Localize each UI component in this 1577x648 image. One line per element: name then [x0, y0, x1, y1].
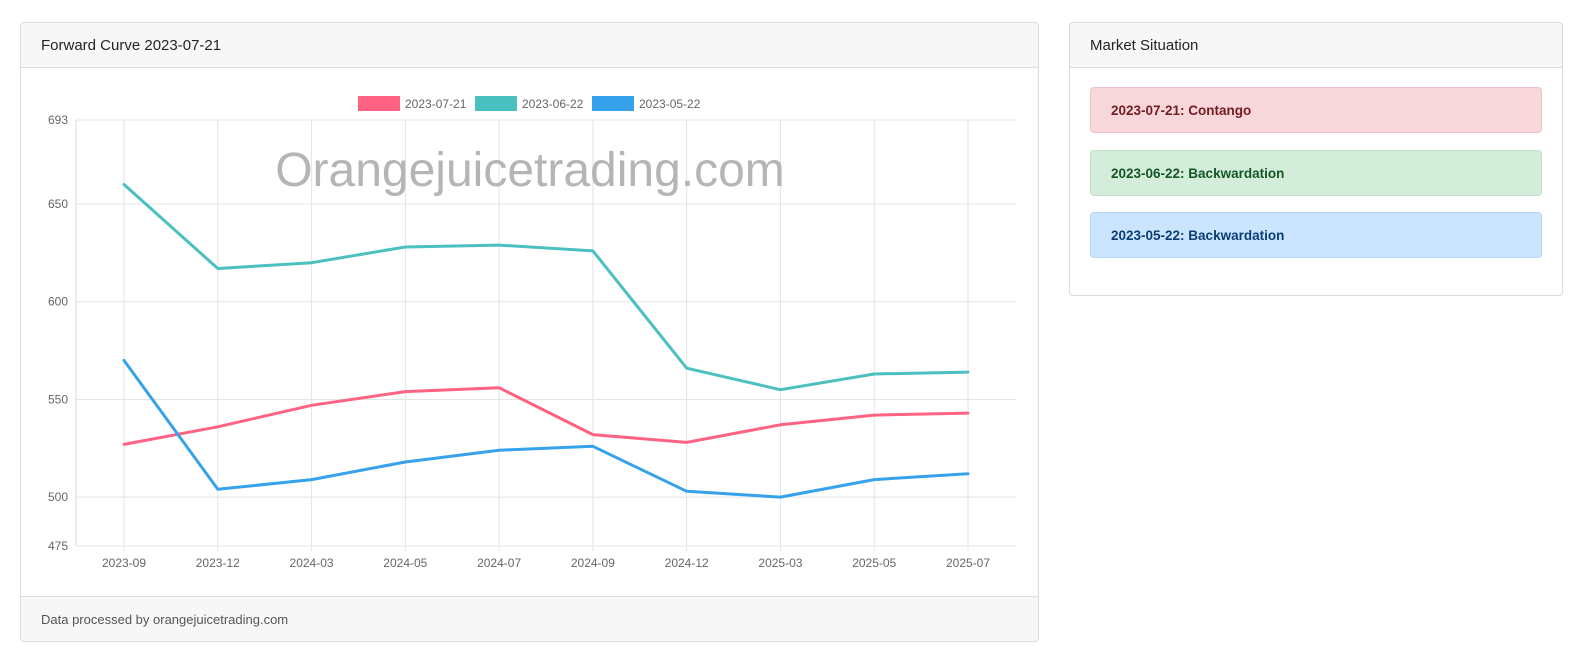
x-tick-label: 2025-05 [852, 556, 896, 570]
market-alert-text: 2023-07-21: Contango [1111, 102, 1252, 118]
market-alert-2023-05-22: 2023-05-22: Backwardation [1090, 212, 1542, 258]
y-tick-label: 550 [48, 392, 68, 406]
market-alert-2023-06-22: 2023-06-22: Backwardation [1090, 150, 1542, 196]
series-line-2023-05-22 [122, 358, 970, 499]
legend-label: 2023-06-22 [522, 97, 584, 111]
legend-label: 2023-07-21 [405, 97, 467, 111]
y-tick-label: 600 [48, 295, 68, 309]
x-tick-label: 2024-12 [665, 556, 709, 570]
chart-series [122, 183, 970, 499]
market-card-title: Market Situation [1090, 36, 1199, 54]
series-line-2023-06-22 [122, 183, 970, 392]
legend-item-2023-07-21[interactable]: 2023-07-21 [358, 96, 467, 111]
legend-item-2023-06-22[interactable]: 2023-06-22 [475, 96, 584, 111]
watermark-text: Orangejuicetrading.com [275, 144, 785, 197]
chart-legend: 2023-07-21 2023-06-22 2023-05-22 [358, 96, 701, 111]
legend-label: 2023-05-22 [639, 97, 701, 111]
market-situation-card: Market Situation 2023-07-21: Contango 20… [1069, 22, 1563, 296]
x-tick-label: 2025-07 [946, 556, 990, 570]
market-alert-2023-07-21: 2023-07-21: Contango [1090, 87, 1542, 133]
x-tick-label: 2023-12 [196, 556, 240, 570]
x-tick-label: 2024-03 [290, 556, 334, 570]
legend-item-2023-05-22[interactable]: 2023-05-22 [592, 96, 701, 111]
y-tick-label: 693 [48, 113, 68, 127]
market-card-header: Market Situation [1070, 23, 1562, 68]
series-line-2023-07-21 [122, 386, 970, 446]
y-tick-label: 650 [48, 197, 68, 211]
x-tick-label: 2025-03 [758, 556, 802, 570]
chart-card-title: Forward Curve 2023-07-21 [41, 36, 222, 54]
market-alert-text: 2023-06-22: Backwardation [1111, 165, 1285, 181]
forward-curve-card: Forward Curve 2023-07-21 475 500 550 600 650… [20, 22, 1039, 642]
legend-swatch [358, 96, 400, 111]
chart-card-header: Forward Curve 2023-07-21 [21, 23, 1038, 68]
forward-curve-chart: 475 500 550 600 650 693 2023-09 2023-12 2024-03… [48, 96, 1016, 570]
legend-swatch [592, 96, 634, 111]
y-tick-label: 500 [48, 490, 68, 504]
chart-card-footer: Data processed by orangejuicetrading.com [21, 596, 1038, 641]
chart-grid [75, 119, 1016, 551]
x-tick-label: 2024-05 [383, 556, 427, 570]
x-tick-label: 2024-07 [477, 556, 521, 570]
y-tick-label: 475 [48, 539, 68, 553]
footer-text: Data processed by orangejuicetrading.com [41, 611, 289, 627]
x-tick-label: 2024-09 [571, 556, 615, 570]
legend-swatch [475, 96, 517, 111]
y-axis-ticks: 475 500 550 600 650 693 [48, 113, 68, 553]
x-tick-label: 2023-09 [102, 556, 146, 570]
market-alert-text: 2023-05-22: Backwardation [1111, 227, 1285, 243]
x-axis-ticks: 2023-09 2023-12 2024-03 2024-05 2024-07 2024-… [102, 556, 990, 570]
